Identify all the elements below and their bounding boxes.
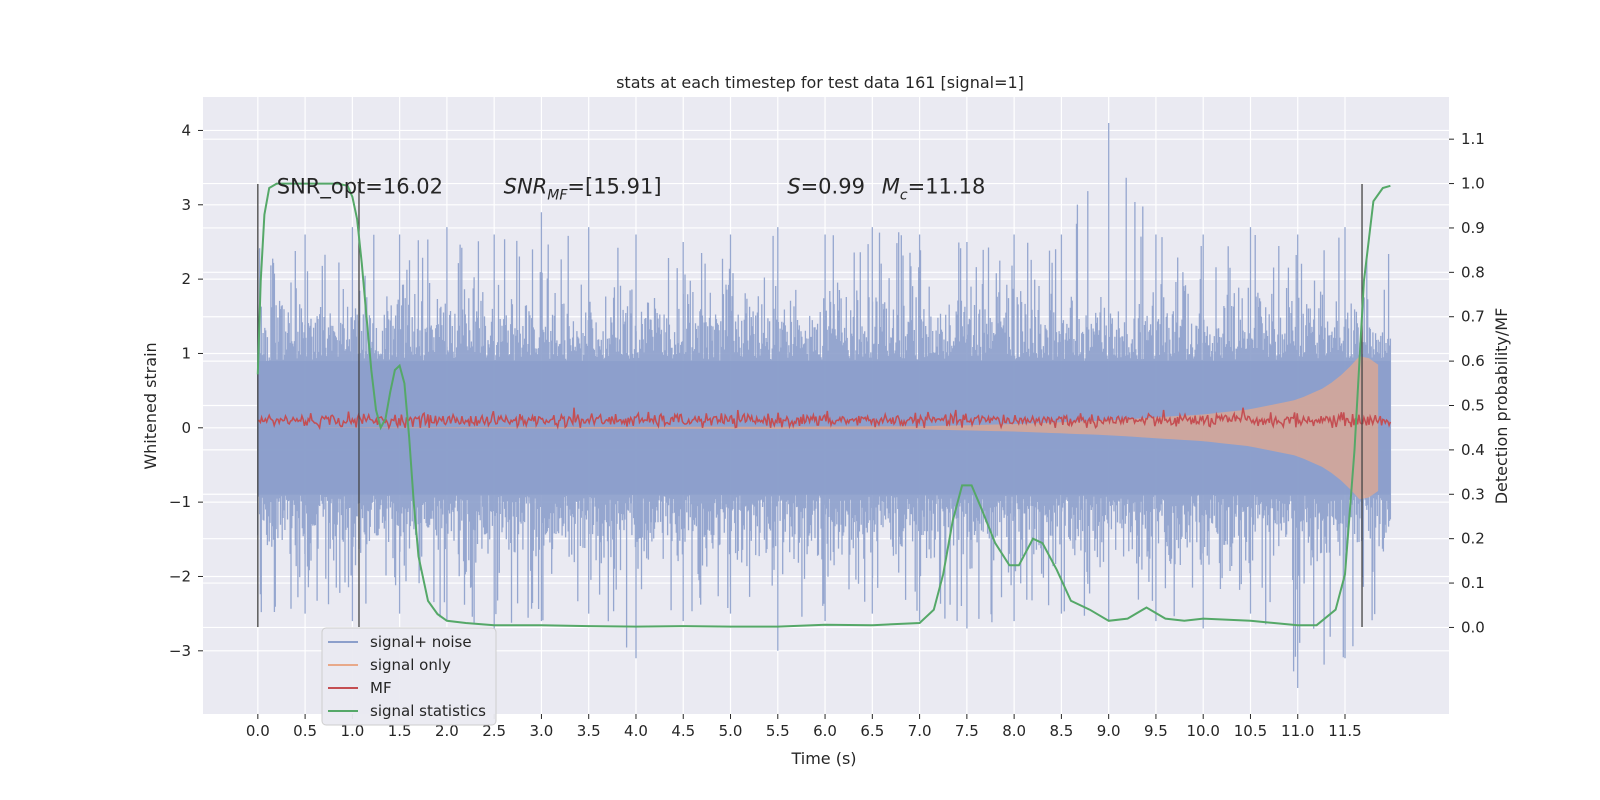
y2-tick-label: 0.4	[1461, 441, 1485, 459]
x-tick-label: 11.5	[1328, 722, 1361, 740]
x-tick-label: 6.0	[813, 722, 837, 740]
y2-tick-label: 0.7	[1461, 308, 1485, 326]
y2-axis-label: Detection probability/MF	[1492, 308, 1511, 505]
x-tick-label: 3.0	[530, 722, 554, 740]
chart-title: stats at each timestep for test data 161…	[616, 73, 1024, 92]
y-tick-label: 1	[181, 344, 191, 362]
x-tick-label: 0.0	[246, 722, 270, 740]
legend-box	[321, 627, 497, 726]
y2-tick-label: 0.8	[1461, 263, 1485, 281]
legend: signal+ noise signal only MF signal statist…	[321, 627, 497, 726]
x-tick-label: 5.5	[766, 722, 790, 740]
x-tick-label: 2.0	[435, 722, 459, 740]
x-tick-label: 1.0	[340, 722, 364, 740]
x-tick-label: 7.0	[908, 722, 932, 740]
marker-lines	[257, 183, 1363, 628]
y-tick-label: −2	[169, 567, 191, 585]
y-tick-label: 0	[181, 419, 191, 437]
signal-statistics-line	[256, 182, 1391, 628]
y2-tick-label: 1.0	[1461, 175, 1485, 193]
x-tick-label: 4.0	[624, 722, 648, 740]
annotation-3: S=0.99	[787, 175, 865, 199]
legend-label: signal statistics	[370, 702, 486, 720]
y-tick-label: 4	[181, 121, 191, 139]
y2-tick-label: 1.1	[1461, 130, 1485, 148]
annotations: SNR_opt=16.02 SNRMF=[15.91] S=0.99 Mc=11.18	[277, 175, 986, 204]
y-axis-label: Whitened strain	[141, 342, 160, 469]
x-tick-label: 7.5	[955, 722, 979, 740]
legend-label: signal only	[370, 656, 451, 674]
annotation-4: Mc=11.18	[882, 175, 986, 204]
annotation-2: SNRMF=[15.91]	[504, 175, 662, 204]
x-axis-ticks: 0.0 0.5 1.0 1.5 2.0 2.5 3.0 3.5 4.0 4.5 5.0 5.5 6.0 6…	[246, 714, 1362, 740]
x-axis-label: Time (s)	[790, 749, 856, 768]
x-tick-label: 8.5	[1049, 722, 1073, 740]
x-tick-label: 3.5	[577, 722, 601, 740]
x-tick-label: 4.5	[671, 722, 695, 740]
x-tick-label: 8.0	[1002, 722, 1026, 740]
y2-tick-label: 0.6	[1461, 352, 1485, 370]
x-tick-label: 6.5	[860, 722, 884, 740]
y2-axis-ticks: 0.0 0.1 0.2 0.3 0.4 0.5 0.6 0.7 0.8 0.9 1.0 1.1	[1449, 130, 1485, 636]
signal-only-envelope	[257, 356, 1379, 500]
y2-tick-label: 0.2	[1461, 530, 1485, 548]
signal-statistics-series	[256, 182, 1391, 628]
y-tick-label: −3	[169, 642, 191, 660]
y-axis-ticks: −3 −2 −1 0 1 2 3 4	[169, 121, 203, 660]
mf-line	[257, 407, 1392, 431]
signal-only-series	[257, 356, 1379, 500]
legend-label: MF	[370, 679, 392, 697]
annotation-1: SNR_opt=16.02	[277, 175, 443, 200]
y-tick-label: −1	[169, 493, 191, 511]
x-tick-label: 9.0	[1097, 722, 1121, 740]
x-tick-label: 0.5	[293, 722, 317, 740]
y2-tick-label: 0.1	[1461, 574, 1485, 592]
x-tick-label: 10.0	[1187, 722, 1220, 740]
y-tick-label: 2	[181, 270, 191, 288]
x-tick-label: 2.5	[482, 722, 506, 740]
y2-tick-label: 0.3	[1461, 485, 1485, 503]
x-tick-label: 9.5	[1144, 722, 1168, 740]
y-tick-label: 3	[181, 196, 191, 214]
x-tick-label: 10.5	[1234, 722, 1267, 740]
x-tick-label: 11.0	[1281, 722, 1314, 740]
mf-series	[257, 407, 1392, 431]
x-tick-label: 5.0	[719, 722, 743, 740]
y2-tick-label: 0.0	[1461, 618, 1485, 636]
y2-tick-label: 0.9	[1461, 219, 1485, 237]
y2-tick-label: 0.5	[1461, 397, 1485, 415]
x-tick-label: 1.5	[388, 722, 412, 740]
legend-label: signal+ noise	[370, 633, 472, 651]
